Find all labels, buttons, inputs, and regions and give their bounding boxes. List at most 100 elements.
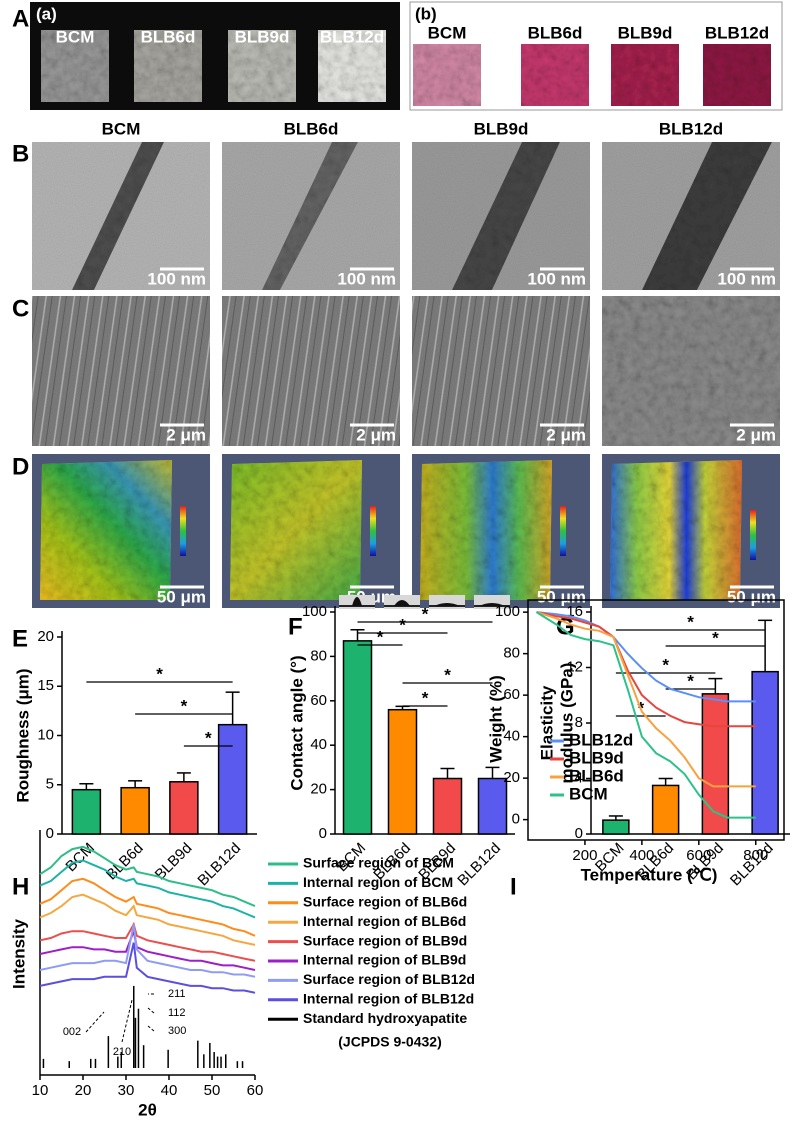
significance-mark: * [181,696,188,715]
column-header: BLB6d [284,119,339,138]
bar [432,777,463,835]
y-tick-label: 100 [495,603,520,620]
legend-label: Internal region of BLB9d [303,952,466,968]
y-tick-label: 40 [503,728,520,745]
series-line [39,893,256,946]
x-tick-label: BLB12d [454,840,504,890]
scale-bar-label: 2 μm [166,425,206,444]
bar [651,784,680,835]
y-tick-label: 0 [319,825,327,842]
legend-label: Internal region of BCM [303,874,453,890]
y-tick-label: 40 [310,736,327,753]
y-tick-label: 60 [310,692,327,709]
photo-sample-label: BLB12d [320,27,384,46]
profile-colorbar [180,506,186,556]
tem-fiber [262,142,358,290]
legend-label: Internal region of BLB12d [303,991,474,1007]
x-tick-label: BLB12d [194,840,244,890]
profile-surface [420,460,552,600]
y-tick-label: 10 [37,726,54,743]
x-tick-label: 20 [75,1082,92,1099]
peak-label: 300 [168,1025,186,1037]
panel-label: H [12,873,29,900]
scale-bar-label: 2 μm [546,425,586,444]
profile-surface [230,460,362,600]
series-line [39,924,256,978]
membrane-photo [611,44,679,106]
series-line [39,845,256,908]
legend-label: BLB9d [569,748,624,767]
panel-label: F [288,613,303,640]
panel-label: A [12,5,29,32]
legend-label: BLB6d [569,766,624,785]
membrane-photo [703,44,771,106]
y-tick-label: 80 [310,647,327,664]
droplet-inset [429,595,465,609]
photo-sample-label: BLB6d [528,23,583,42]
membrane-photo [228,30,296,102]
legend-label: BLB12d [569,730,633,749]
x-tick-label: 40 [161,1082,178,1099]
scale-bar-label: 100 nm [527,269,586,288]
significance-mark: * [422,688,429,707]
panel-label: E [12,625,28,652]
bar [217,723,248,835]
bar [387,708,418,835]
peak-label: 210 [113,1046,131,1058]
photo-label: (b) [415,4,437,23]
x-tick-label: 50 [204,1082,221,1099]
significance-mark: * [662,655,669,674]
sem-image [412,296,590,446]
y-tick-label: 0 [575,825,583,842]
y-axis-label: Elasticity [537,685,556,760]
x-axis-label: 2θ [138,1100,157,1119]
y-axis-label: modulus (GPa) [557,663,576,784]
photo-label: (a) [36,4,57,23]
series-line [536,611,756,703]
y-axis-label: Weight (%) [486,675,505,763]
droplet-inset [474,595,510,609]
photo-sample-label: BCM [56,27,95,46]
x-tick-label: 30 [118,1082,135,1099]
membrane-photo [41,30,109,102]
plot-frame [527,599,785,841]
x-tick-label: 600 [686,847,711,864]
droplet-inset [339,595,375,609]
legend-label: Internal region of BLB6d [303,913,466,929]
panel-label: C [12,295,29,322]
legend-label: Standard hydroxyapatite [303,1010,467,1026]
y-tick-label: 100 [302,603,327,620]
peak-arrow [147,1025,155,1032]
photo-sample-label: BCM [428,23,467,42]
y-tick-label: 5 [46,776,54,793]
y-tick-label: 8 [575,714,583,731]
tem-fiber [642,142,772,290]
photo-sample-label: BLB9d [235,27,290,46]
peak-label: 112 [168,1007,186,1019]
bar [71,788,102,835]
series-line [536,611,756,788]
y-tick-label: 12 [566,658,583,675]
bar [169,781,199,835]
profile-colorbar [560,506,566,556]
series-line [39,859,256,919]
y-tick-label: 20 [37,628,54,645]
legend-label: BCM [569,784,608,803]
y-tick-label: 20 [310,781,327,798]
legend-label: Surface region of BLB12d [303,971,475,987]
column-header: BLB9d [474,119,529,138]
membrane-photo [413,44,481,106]
scale-bar-label: 100 nm [147,269,206,288]
y-tick-label: 15 [37,677,54,694]
series-line [39,921,256,962]
photo-sample-label: BLB9d [618,23,673,42]
x-tick-label: BCM [62,840,98,876]
y-tick-label: 60 [503,686,520,703]
x-tick-label: 10 [32,1082,49,1099]
panel-label: I [510,873,517,900]
sem-image [222,296,400,446]
column-header: BLB12d [659,119,723,138]
scale-bar-label: 50 μm [537,587,586,606]
droplet [434,603,460,606]
